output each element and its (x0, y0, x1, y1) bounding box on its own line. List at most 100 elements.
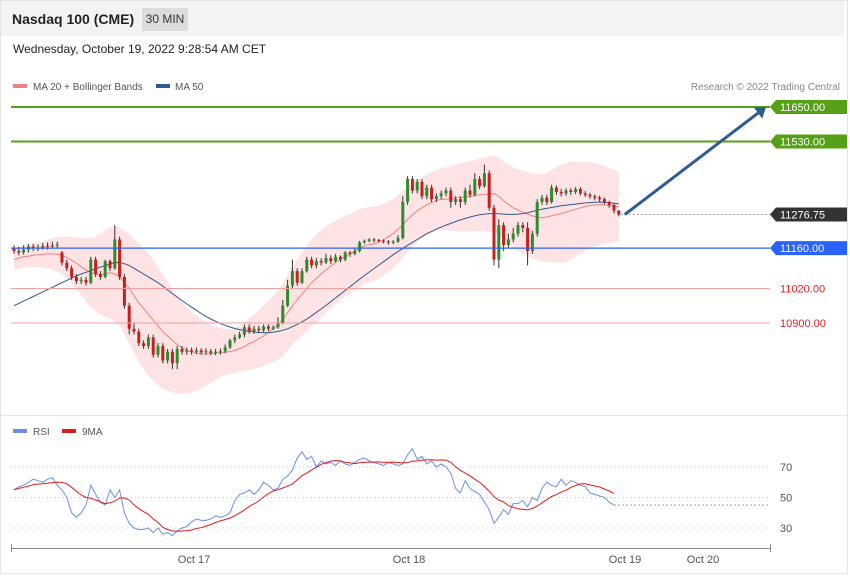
candle-body (50, 245, 54, 247)
candle-body (238, 334, 242, 338)
candle-body (468, 190, 472, 195)
candle-body (482, 173, 486, 187)
x-tick-label: Oct 20 (687, 554, 719, 566)
candle-body (593, 196, 597, 198)
candle-body (497, 225, 501, 260)
candle-body (161, 346, 165, 361)
level-tag-1 (770, 134, 847, 149)
candle-body (310, 259, 314, 266)
candle-body (170, 351, 174, 364)
candle-body (598, 197, 602, 200)
candle-body (463, 190, 467, 203)
candle-body (338, 256, 342, 260)
candle-body (506, 239, 510, 246)
candle-body (401, 202, 405, 239)
rsi-tick-label-50: 50 (780, 493, 792, 505)
candle-body (502, 225, 506, 246)
candle-body (151, 337, 155, 355)
candle-body (156, 346, 160, 355)
candle-body (98, 274, 102, 277)
candle-body (74, 276, 78, 282)
candle-body (329, 258, 333, 262)
candle-body (588, 194, 592, 197)
candle-body (127, 305, 131, 329)
x-tick-label: Oct 19 (609, 554, 641, 566)
candle-body (343, 252, 347, 260)
candle-body (70, 268, 74, 277)
candle-body (569, 190, 573, 192)
candle-body (190, 350, 194, 352)
level-label-3: 11020.00 (780, 283, 825, 295)
candle-body (420, 181, 424, 197)
rsi-swatch (13, 429, 27, 433)
candle-body (137, 331, 141, 344)
candle-body (439, 193, 443, 197)
candle-body (535, 202, 539, 234)
candle-body (257, 328, 261, 331)
rsi-ma-swatch (62, 429, 76, 433)
level-label-0: 11650.00 (780, 102, 825, 114)
candle-body (530, 233, 534, 251)
candle-body (362, 240, 366, 243)
candle-body (458, 199, 462, 203)
candle-body (252, 328, 256, 332)
candle-body (271, 327, 275, 329)
candle-body (60, 252, 64, 263)
candle-body (574, 189, 578, 192)
candle-body (559, 191, 563, 194)
rsi-ma-line (13, 459, 615, 532)
candle-body (41, 245, 45, 248)
candle-body (492, 207, 496, 260)
candle-body (434, 196, 438, 200)
candle-body (214, 351, 218, 353)
last-price-label: 11276.75 (780, 209, 825, 221)
candle-body (22, 249, 26, 253)
candle-body (209, 351, 213, 353)
candle-body (521, 225, 525, 228)
rsi-legend-label: RSI (33, 427, 50, 438)
candle-body (305, 259, 309, 272)
rsi-line (13, 447, 615, 537)
ma20-line (13, 192, 619, 355)
level-tag-2 (770, 241, 847, 256)
price-plot (12, 155, 621, 394)
candle-body (334, 256, 338, 262)
candle-body (103, 261, 107, 277)
ma20-legend-label: MA 20 + Bollinger Bands (33, 82, 143, 93)
candle-body (108, 261, 112, 269)
candle-body (612, 204, 616, 211)
candle-body (377, 240, 381, 242)
rsi-ma-legend-label: 9MA (82, 427, 103, 438)
candle-body (454, 199, 458, 203)
candle-body (540, 197, 544, 203)
candle-body (430, 187, 434, 200)
candle-body (132, 328, 136, 332)
candle-body (146, 337, 150, 347)
candle-body (31, 246, 35, 249)
target-arrow-head (753, 107, 766, 119)
candle-body (295, 271, 299, 283)
rsi-tick-label-30: 30 (780, 523, 792, 535)
candle-body (166, 351, 170, 361)
x-tick-label: Oct 18 (393, 554, 425, 566)
candle-body (89, 259, 93, 283)
candle-body (583, 193, 587, 195)
candle-body (266, 326, 270, 329)
candle-body (276, 323, 280, 328)
candle-body (79, 279, 83, 282)
candle-body (290, 271, 294, 286)
candle-body (113, 239, 117, 269)
datetime-label: Wednesday, October 19, 2022 9:28:54 AM C… (13, 42, 267, 56)
timeframe-button[interactable]: 30 MIN (142, 8, 188, 31)
candle-body (382, 240, 386, 242)
candle-body (410, 179, 414, 191)
candle-body (122, 276, 126, 306)
candle-body (185, 350, 189, 352)
candle-body (204, 351, 208, 353)
candle-body (242, 327, 246, 335)
candle-body (386, 241, 390, 243)
candle-body (223, 347, 227, 352)
chart-header: Nasdaq 100 (CME) 30 MIN (1, 1, 844, 36)
